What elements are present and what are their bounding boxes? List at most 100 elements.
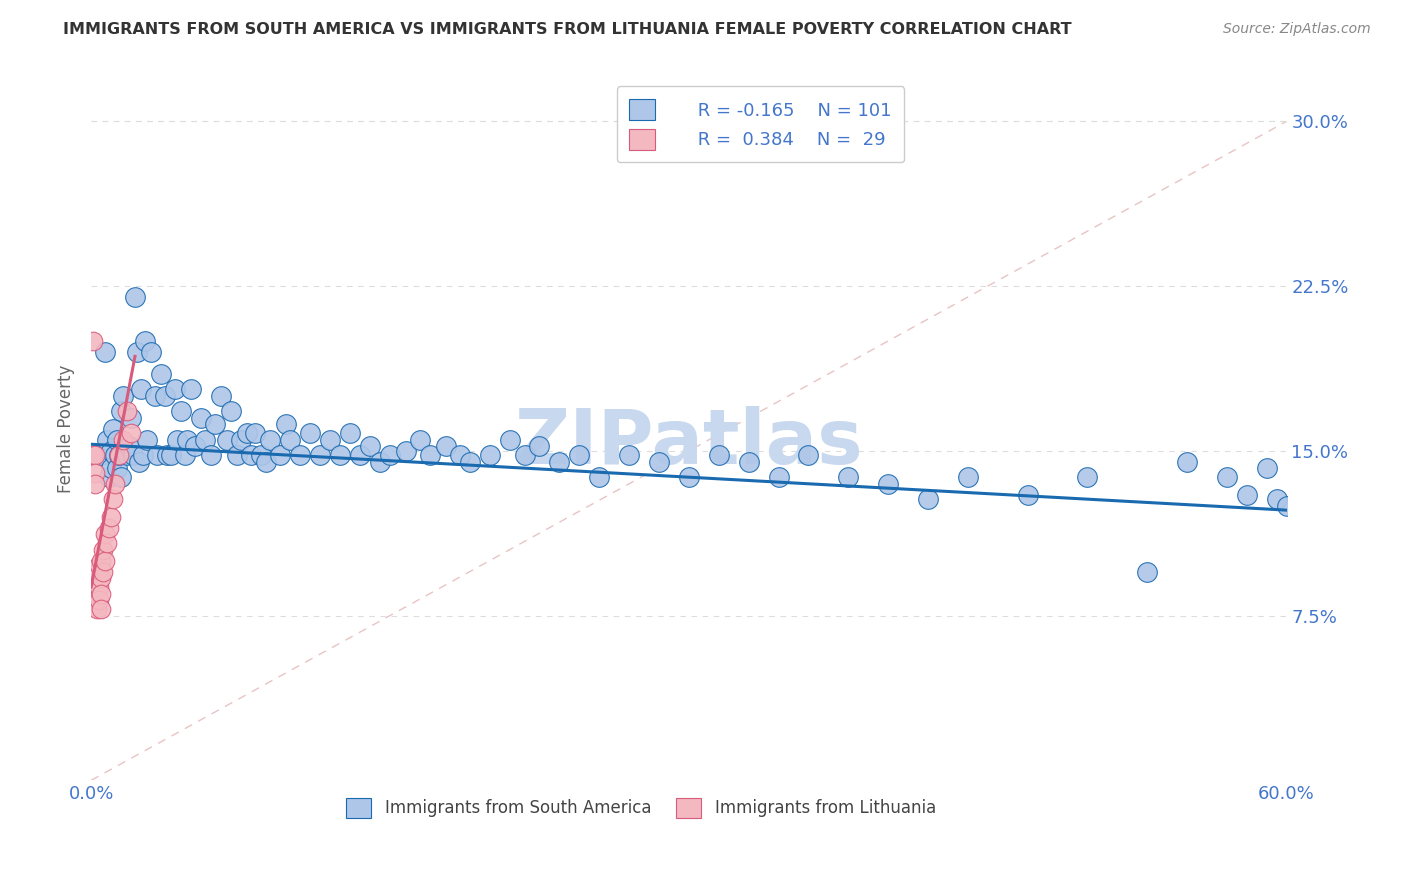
Point (90, 602, 112, 616)
Point (617, 448, 640, 462)
Point (125, 345, 148, 359)
Point (529, 439, 551, 453)
Point (434, 439, 457, 453)
Point (84, 476, 107, 491)
Point (256, 455, 278, 469)
Point (120, 426, 142, 441)
Point (122, 448, 145, 462)
Point (156, 448, 179, 462)
Point (259, 433, 281, 447)
Point (309, 448, 332, 462)
Point (1275, 499, 1298, 513)
Point (458, 455, 481, 469)
Point (184, 439, 207, 453)
Point (1076, 470, 1098, 484)
Point (1236, 488, 1258, 502)
Point (359, 439, 381, 453)
Point (132, 448, 155, 462)
Point (1265, 492, 1288, 507)
Y-axis label: Female Poverty: Female Poverty (58, 365, 75, 493)
Point (101, 422, 124, 436)
Point (112, 433, 135, 447)
Point (134, 334, 156, 348)
Point (96, 433, 118, 447)
Point (120, 410, 142, 425)
Point (104, 448, 127, 462)
Point (1175, 455, 1198, 469)
Point (276, 417, 298, 432)
Text: IMMIGRANTS FROM SOUTH AMERICA VS IMMIGRANTS FROM LITHUANIA FEMALE POVERTY CORREL: IMMIGRANTS FROM SOUTH AMERICA VS IMMIGRA… (63, 22, 1071, 37)
Point (101, 492, 124, 507)
Point (166, 433, 188, 447)
Point (100, 461, 122, 475)
Point (153, 389, 176, 403)
Point (115, 404, 138, 418)
Point (124, 290, 146, 304)
Point (269, 448, 291, 462)
Point (243, 426, 266, 441)
Point (100, 443, 122, 458)
Point (108, 448, 131, 462)
Point (956, 470, 979, 484)
Point (90, 571, 112, 585)
Point (86, 602, 108, 616)
Point (449, 448, 471, 462)
Point (678, 470, 700, 484)
Point (249, 448, 271, 462)
Point (146, 448, 169, 462)
Point (737, 455, 759, 469)
Point (180, 382, 202, 396)
Point (94, 554, 117, 568)
Point (548, 455, 571, 469)
Point (877, 476, 900, 491)
Point (110, 404, 132, 418)
Point (395, 443, 418, 458)
Point (378, 448, 401, 462)
Point (160, 448, 183, 462)
Point (128, 455, 150, 469)
Point (94, 345, 117, 359)
Point (215, 433, 238, 447)
Point (94, 527, 117, 541)
Point (917, 492, 939, 507)
Point (239, 448, 262, 462)
Point (329, 448, 352, 462)
Point (91, 565, 114, 579)
Point (87, 558, 110, 572)
Point (82, 334, 104, 348)
Legend: Immigrants from South America, Immigrants from Lithuania: Immigrants from South America, Immigrant… (340, 791, 942, 825)
Point (84, 466, 107, 480)
Point (105, 433, 128, 447)
Point (319, 433, 342, 447)
Point (1017, 488, 1039, 502)
Point (768, 470, 790, 484)
Point (190, 410, 212, 425)
Point (110, 470, 132, 484)
Point (118, 439, 141, 453)
Point (112, 389, 135, 403)
Point (194, 433, 217, 447)
Point (280, 433, 302, 447)
Point (707, 448, 730, 462)
Point (1136, 565, 1159, 579)
Point (368, 455, 391, 469)
Point (648, 455, 671, 469)
Point (98, 470, 121, 484)
Point (149, 367, 172, 381)
Point (200, 448, 222, 462)
Point (225, 448, 247, 462)
Point (90, 554, 112, 568)
Point (170, 404, 193, 418)
Point (299, 426, 322, 441)
Point (176, 433, 198, 447)
Point (568, 448, 591, 462)
Point (204, 417, 226, 432)
Point (837, 470, 859, 484)
Point (115, 448, 138, 462)
Point (588, 470, 610, 484)
Point (173, 448, 195, 462)
Point (114, 443, 136, 458)
Point (90, 586, 112, 600)
Point (87, 580, 110, 594)
Point (129, 382, 152, 396)
